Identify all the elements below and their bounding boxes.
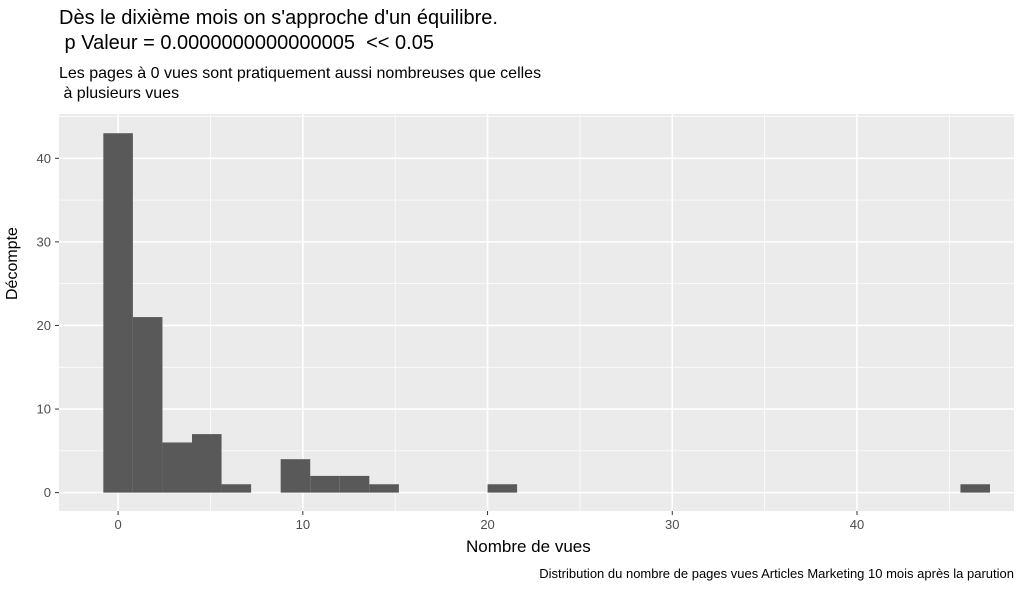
chart-subtitle: Les pages à 0 vues sont pratiquement aus…: [59, 64, 541, 104]
histogram-bar: [339, 475, 370, 493]
x-tick-label: 40: [850, 517, 864, 532]
histogram-bar: [960, 484, 990, 493]
histogram-bar: [162, 442, 192, 493]
histogram-bar: [221, 484, 252, 493]
chart-caption: Distribution du nombre de pages vues Art…: [539, 566, 1014, 581]
chart-subtitle-line-1: Les pages à 0 vues sont pratiquement aus…: [59, 65, 542, 82]
x-tick-label: 30: [665, 517, 679, 532]
histogram-bar: [369, 484, 399, 493]
y-tick-label: 40: [37, 151, 51, 166]
histogram-bar: [191, 434, 222, 493]
y-tick-label: 0: [44, 485, 51, 500]
x-tick-label: 0: [114, 517, 121, 532]
x-tick-label: 20: [480, 517, 494, 532]
x-axis-label: Nombre de vues: [466, 537, 591, 556]
chart-title: Dès le dixième mois on s'approche d'un é…: [59, 6, 498, 56]
y-axis-label: Décompte: [4, 227, 21, 300]
x-tick-label: 10: [296, 517, 310, 532]
chart-title-line-1: Dès le dixième mois on s'approche d'un é…: [59, 7, 498, 29]
histogram-bar: [280, 459, 311, 493]
y-tick-label: 30: [37, 234, 51, 249]
histogram-bar: [132, 317, 163, 493]
histogram-bar: [310, 475, 340, 493]
chart-title-line-2: p Valeur = 0.0000000000000005 << 0.05: [59, 32, 434, 54]
histogram-bar: [103, 133, 133, 493]
y-tick-label: 10: [37, 402, 51, 417]
chart-subtitle-line-2: à plusieurs vues: [59, 85, 180, 102]
histogram-bar: [487, 484, 518, 493]
y-tick-label: 20: [37, 318, 51, 333]
